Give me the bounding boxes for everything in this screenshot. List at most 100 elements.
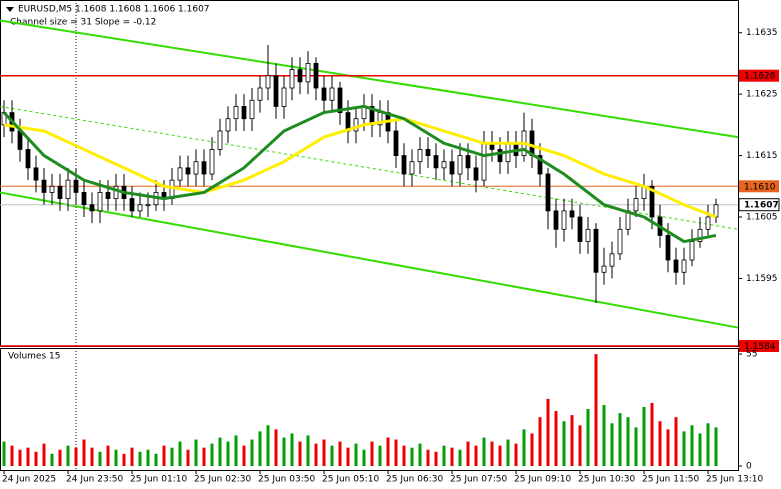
level-label: 1.1584	[744, 342, 776, 352]
candle-body	[241, 106, 247, 120]
candle-body	[465, 155, 471, 169]
y-tick-label: 1.1605	[746, 213, 778, 223]
level-label-box	[739, 180, 779, 193]
candle-body	[537, 155, 543, 175]
candle-body	[681, 259, 687, 273]
candle-body	[313, 63, 319, 89]
y-tick-label: 1.1595	[746, 274, 778, 284]
x-tick-label: 25 Jun 13:10	[706, 475, 763, 485]
candle-body	[201, 161, 207, 175]
x-tick-label: 25 Jun 03:50	[258, 475, 315, 485]
candle-body	[353, 118, 359, 132]
candle-body	[545, 173, 551, 212]
candle-body	[449, 161, 455, 175]
y-tick-label: 1.1615	[746, 151, 778, 161]
level-label-box	[739, 69, 779, 82]
candle-body	[89, 204, 95, 212]
candle-body	[97, 192, 103, 212]
moving-average	[3, 117, 717, 219]
x-tick-label: 25 Jun 11:50	[642, 475, 699, 485]
x-tick-label: 24 Jun 23:50	[66, 475, 123, 485]
chart-title: EURUSD,M5 1.1608 1.1608 1.1606 1.1607	[18, 5, 210, 15]
candle-body	[129, 198, 135, 212]
channel-upper	[0, 19, 739, 139]
candle-body	[193, 161, 199, 175]
candle-body	[393, 130, 399, 156]
candle-body	[57, 185, 63, 199]
candle-body	[593, 228, 599, 273]
candle-body	[25, 149, 31, 169]
candle-body	[401, 155, 407, 175]
candle-body	[305, 63, 311, 83]
x-tick-label: 25 Jun 10:30	[578, 475, 635, 485]
candle-body	[321, 87, 327, 101]
candle-body	[249, 99, 255, 120]
candle-body	[585, 228, 591, 242]
candle-body	[49, 185, 55, 193]
candle-body	[409, 161, 415, 175]
candle-body	[81, 192, 87, 206]
x-tick-label: 25 Jun 06:30	[386, 475, 443, 485]
candle-body	[689, 241, 695, 261]
candle-body	[553, 210, 559, 230]
candle-body	[217, 130, 223, 150]
channel-middle	[0, 105, 739, 230]
last-price-label: 1.1607	[744, 201, 779, 211]
candle-body	[145, 204, 151, 207]
candle-body	[673, 259, 679, 273]
level-label: 1.1610	[744, 182, 776, 192]
x-tick-label: 25 Jun 07:50	[450, 475, 507, 485]
candle-body	[617, 228, 623, 255]
candle-body	[17, 130, 23, 150]
candle-body	[569, 210, 575, 218]
y-tick-label: 1.1625	[746, 90, 778, 100]
x-tick-label: 25 Jun 05:10	[322, 475, 379, 485]
candle-body	[481, 142, 487, 181]
candle-body	[697, 228, 703, 242]
candle-body	[497, 149, 503, 163]
channel-lower	[0, 191, 739, 329]
volume-title: Volumes 15	[8, 352, 60, 362]
moving-average	[2, 104, 717, 244]
x-tick-label: 25 Jun 09:10	[514, 475, 571, 485]
y-tick-label: 1.1635	[746, 28, 778, 38]
candle-body	[705, 216, 711, 230]
candle-body	[233, 106, 239, 120]
candle-body	[425, 149, 431, 156]
candle-body	[473, 167, 479, 181]
candle-body	[417, 149, 423, 163]
candle-body	[105, 192, 111, 199]
candle-body	[281, 87, 287, 107]
candle-body	[441, 161, 447, 169]
candle-body	[297, 69, 303, 83]
candle-body	[289, 69, 295, 89]
candle-body	[457, 155, 463, 175]
candle-body	[41, 179, 47, 193]
candle-body	[601, 265, 607, 273]
candle-body	[209, 149, 215, 175]
candle-body	[257, 87, 263, 101]
x-tick-label: 25 Jun 02:30	[194, 475, 251, 485]
menu-arrow	[6, 7, 14, 12]
x-tick-label: 25 Jun 01:10	[130, 475, 187, 485]
x-tick-label: 24 Jun 2025	[2, 475, 56, 485]
candle-body	[185, 167, 191, 175]
candle-body	[337, 87, 343, 113]
volume-panel	[0, 348, 739, 471]
candle-body	[609, 253, 615, 267]
candle-body	[329, 87, 335, 101]
candle-body	[113, 185, 119, 199]
candle-body	[665, 235, 671, 261]
last-price-box	[738, 198, 780, 212]
candle-body	[577, 216, 583, 242]
candle-body	[73, 179, 79, 193]
candle-body	[33, 167, 39, 181]
level-label-box	[739, 340, 779, 352]
candle-body	[273, 75, 279, 107]
candle-body	[265, 75, 271, 89]
candle-body	[137, 204, 143, 212]
candle-body	[649, 185, 655, 218]
level-label: 1.1628	[744, 72, 776, 82]
